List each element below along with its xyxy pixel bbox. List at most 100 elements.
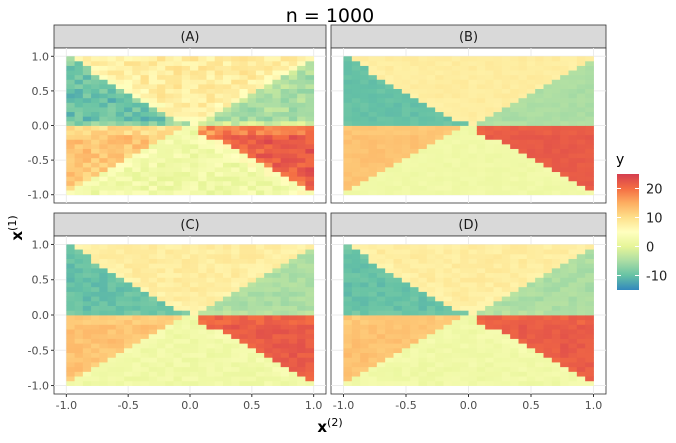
heatmap-cell bbox=[426, 180, 436, 186]
heatmap-cell bbox=[560, 102, 569, 108]
heatmap-cell bbox=[560, 74, 569, 80]
heatmap-cell bbox=[297, 162, 306, 168]
heatmap-cell bbox=[107, 190, 117, 196]
heatmap-cell bbox=[148, 162, 158, 168]
heatmap-cell bbox=[543, 153, 553, 159]
heatmap-cell bbox=[74, 60, 84, 66]
heatmap-cell bbox=[435, 79, 444, 85]
heatmap-cell bbox=[510, 380, 519, 386]
heatmap-cell bbox=[460, 139, 469, 145]
heatmap-cell bbox=[255, 263, 265, 269]
heatmap-cell bbox=[288, 352, 298, 358]
heatmap-cell bbox=[206, 305, 216, 311]
heatmap-cell bbox=[443, 362, 453, 368]
heatmap-cell bbox=[214, 310, 224, 316]
heatmap-cell bbox=[560, 125, 569, 131]
heatmap-cell bbox=[360, 263, 369, 269]
heatmap-cell bbox=[99, 272, 108, 278]
heatmap-cell bbox=[393, 338, 403, 344]
heatmap-cell bbox=[551, 310, 561, 316]
heatmap-cell bbox=[360, 56, 369, 62]
heatmap-cell bbox=[368, 134, 378, 140]
heatmap-cell bbox=[148, 380, 158, 386]
heatmap-cell bbox=[501, 300, 511, 306]
heatmap-cell bbox=[476, 357, 486, 363]
heatmap-cell bbox=[140, 258, 150, 264]
heatmap-cell bbox=[518, 300, 528, 306]
heatmap-cell bbox=[443, 130, 453, 136]
heatmap-cell bbox=[198, 185, 207, 191]
heatmap-cell bbox=[91, 333, 100, 339]
heatmap-cell bbox=[99, 310, 108, 316]
heatmap-cell bbox=[255, 167, 265, 173]
heatmap-cell bbox=[115, 107, 125, 113]
heatmap-cell bbox=[74, 371, 84, 377]
heatmap-cell bbox=[476, 263, 486, 269]
heatmap-cell bbox=[140, 296, 150, 302]
heatmap-cell bbox=[132, 162, 141, 168]
heatmap-cell bbox=[305, 111, 315, 117]
heatmap-cell bbox=[426, 263, 436, 269]
heatmap-cell bbox=[551, 102, 561, 108]
heatmap-cell bbox=[115, 111, 125, 117]
heatmap-cell bbox=[451, 305, 461, 311]
heatmap-cell bbox=[485, 249, 494, 255]
heatmap-cell bbox=[239, 291, 249, 297]
heatmap-cell bbox=[401, 263, 411, 269]
heatmap-cell bbox=[385, 180, 394, 186]
heatmap-cell bbox=[66, 347, 76, 354]
heatmap-cell bbox=[272, 371, 282, 377]
heatmap-cell bbox=[551, 371, 561, 377]
heatmap-cell bbox=[468, 56, 478, 62]
heatmap-cell bbox=[148, 338, 158, 344]
heatmap-cell bbox=[476, 291, 486, 297]
heatmap-cell bbox=[107, 70, 117, 76]
heatmap-cell bbox=[485, 376, 494, 382]
heatmap-cell bbox=[410, 253, 419, 259]
heatmap-cell bbox=[91, 282, 100, 288]
heatmap-cell bbox=[510, 329, 519, 335]
heatmap-cell bbox=[368, 267, 378, 274]
heatmap-cell bbox=[376, 338, 386, 344]
heatmap-cell bbox=[82, 125, 92, 131]
heatmap-cell bbox=[460, 176, 469, 182]
heatmap-cell bbox=[351, 258, 361, 264]
x-tick-label: -1.0 bbox=[56, 399, 77, 412]
heatmap-cell bbox=[376, 267, 386, 274]
heatmap-cell bbox=[393, 305, 403, 311]
heatmap-cell bbox=[485, 338, 494, 344]
heatmap-cell bbox=[585, 162, 594, 168]
heatmap-cell bbox=[476, 83, 486, 89]
heatmap-cell bbox=[585, 267, 594, 274]
heatmap-cell bbox=[535, 157, 544, 163]
heatmap-cell bbox=[376, 88, 386, 94]
heatmap-cell bbox=[410, 93, 419, 99]
heatmap-cell bbox=[297, 70, 306, 76]
heatmap-cell bbox=[305, 357, 315, 363]
heatmap-cell bbox=[74, 347, 84, 354]
heatmap-cell bbox=[493, 253, 503, 259]
heatmap-cell bbox=[460, 83, 469, 89]
heatmap-cell bbox=[368, 310, 378, 316]
heatmap-cell bbox=[239, 130, 249, 136]
heatmap-cell bbox=[476, 56, 486, 62]
heatmap-cell bbox=[198, 88, 207, 94]
heatmap-cell bbox=[468, 310, 478, 316]
heatmap-cell bbox=[460, 130, 469, 136]
heatmap-cell bbox=[526, 74, 536, 80]
heatmap-cell bbox=[165, 305, 174, 311]
heatmap-cell bbox=[435, 70, 444, 76]
heatmap-cell bbox=[435, 362, 444, 368]
heatmap-cell bbox=[214, 134, 224, 140]
heatmap-cell bbox=[451, 291, 461, 297]
heatmap-cell bbox=[157, 319, 166, 325]
heatmap-cell bbox=[393, 357, 403, 363]
heatmap-cell bbox=[99, 79, 108, 85]
heatmap-cell bbox=[443, 171, 453, 177]
heatmap-cell bbox=[214, 352, 224, 358]
heatmap-cell bbox=[272, 56, 282, 62]
heatmap-cell bbox=[99, 180, 108, 186]
heatmap-cell bbox=[435, 190, 444, 196]
heatmap-cell bbox=[451, 253, 461, 259]
heatmap-cell bbox=[132, 357, 141, 363]
